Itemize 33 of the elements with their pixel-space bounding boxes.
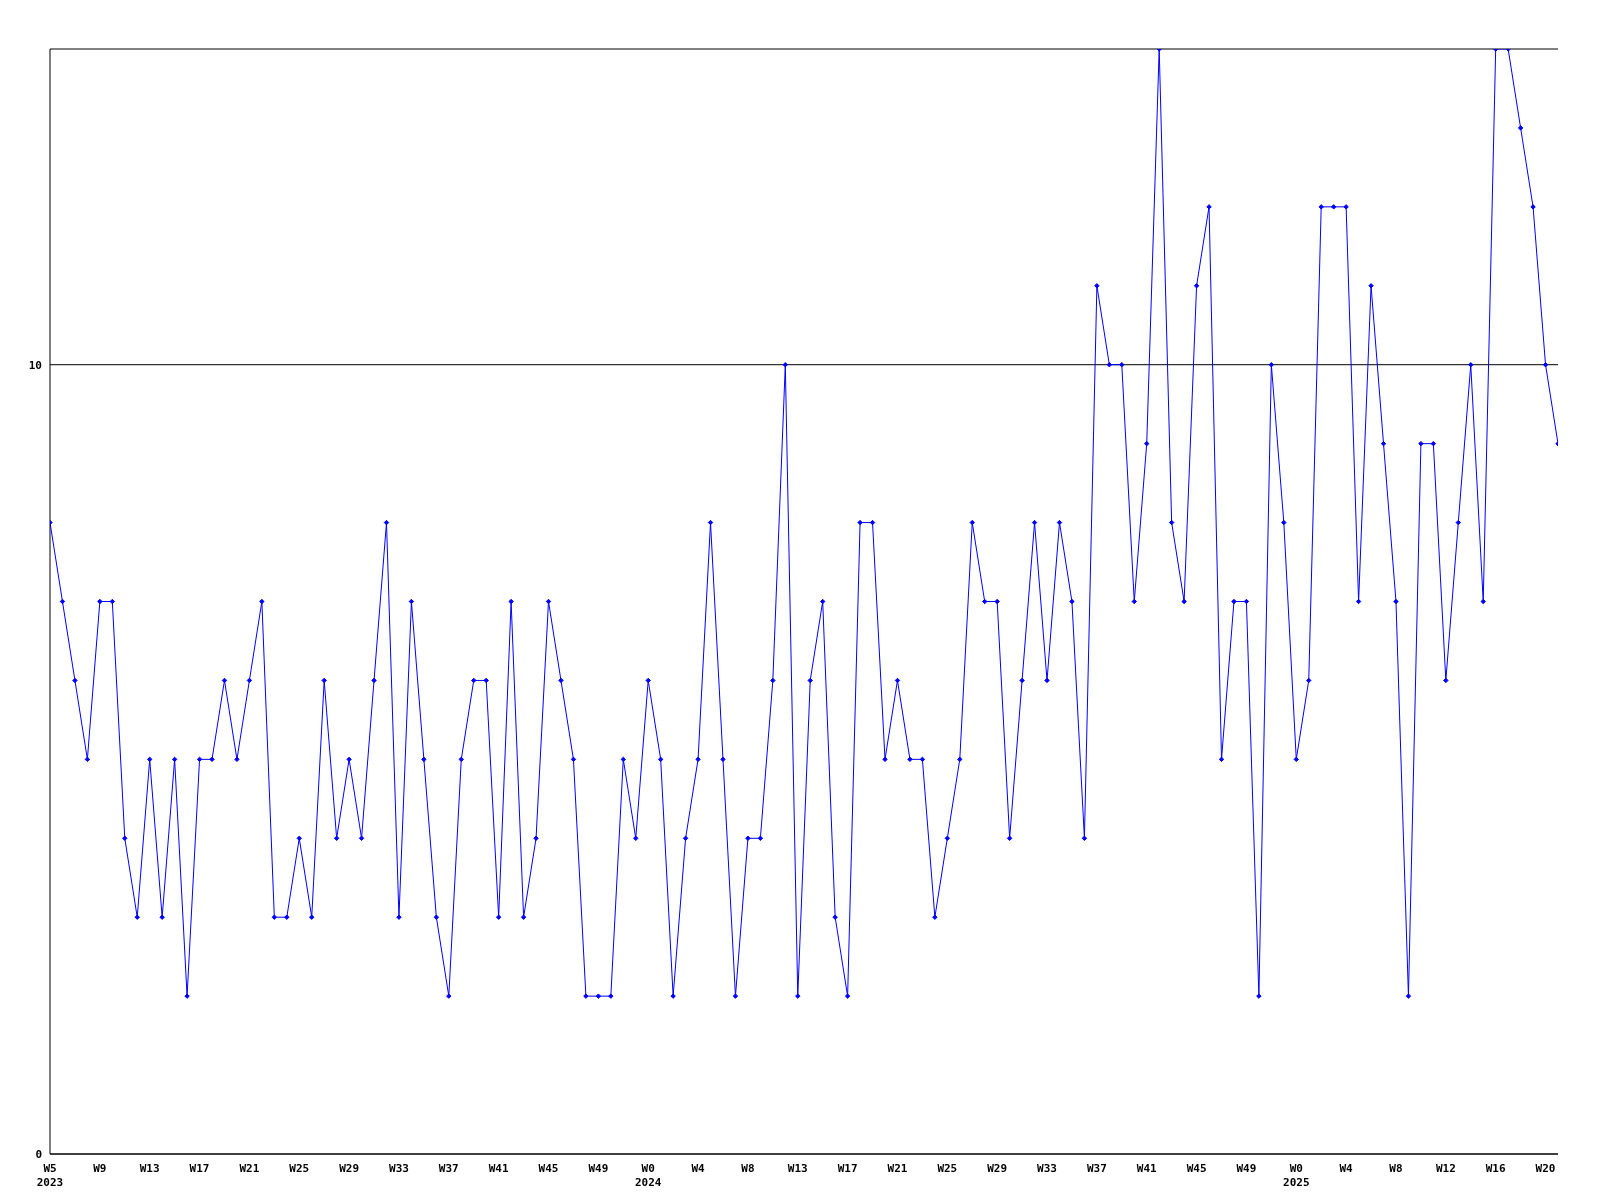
x-tick-label: W49	[588, 1162, 609, 1175]
x-tick-label: W29	[339, 1162, 360, 1175]
x-tick-label: W25	[937, 1162, 958, 1175]
x-tick-label: W17	[189, 1162, 210, 1175]
x-tick-label: W41	[1136, 1162, 1158, 1175]
x-tick-label: W17	[837, 1162, 858, 1175]
x-tick-label: W13	[787, 1162, 808, 1175]
x-tick-label: W9	[93, 1162, 107, 1175]
x-tick-label: W33	[389, 1162, 409, 1175]
x-tick-label: W20	[1535, 1162, 1556, 1175]
x-tick-label: W37	[438, 1162, 459, 1175]
x-tick-label: W4	[1339, 1162, 1354, 1175]
x-tick-label: W33	[1037, 1162, 1057, 1175]
x-tick-label: W29	[987, 1162, 1008, 1175]
x-tick-label: W49	[1236, 1162, 1257, 1175]
y-tick-label: 0	[35, 1147, 42, 1161]
x-tick-label: W12	[1435, 1162, 1456, 1175]
x-tick-label: W21	[887, 1162, 908, 1175]
y-tick-label: 10	[28, 358, 42, 372]
x-tick-label: W13	[139, 1162, 160, 1175]
x-tick-label: W21	[239, 1162, 260, 1175]
x-tick-label: W16	[1485, 1162, 1506, 1175]
x-tick-label: W37	[1086, 1162, 1107, 1175]
x-tick-label: W45	[1186, 1162, 1207, 1175]
x-tick-label: W4	[691, 1162, 706, 1175]
x-tick-label: W5 2023	[36, 1162, 64, 1189]
x-tick-label: W8	[741, 1162, 755, 1175]
x-tick-label: W41	[488, 1162, 509, 1175]
x-tick-label: W25	[289, 1162, 310, 1175]
x-tick-label: W8	[1389, 1162, 1403, 1175]
x-tick-label: W0 2024	[634, 1162, 662, 1189]
x-tick-label: W0 2025	[1283, 1162, 1310, 1189]
x-tick-label: W45	[538, 1162, 559, 1175]
